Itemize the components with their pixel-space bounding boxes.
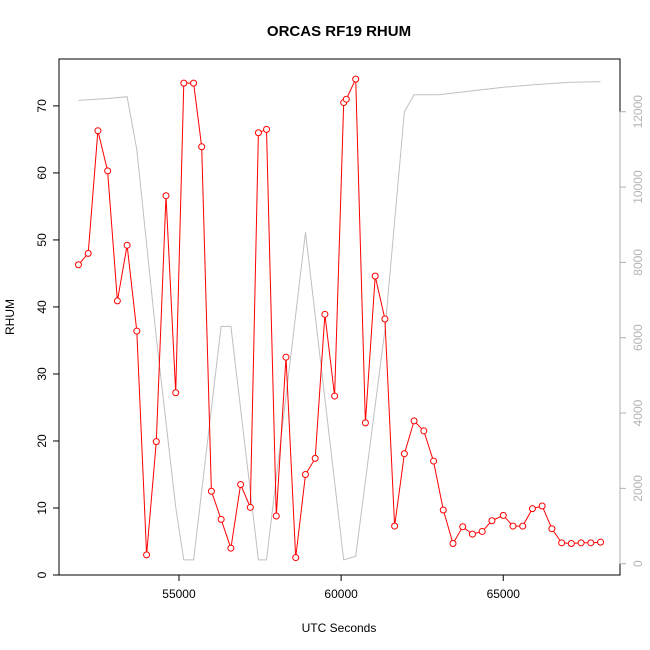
y2-tick-label: 2000 xyxy=(631,475,645,502)
x-tick-label: 65000 xyxy=(487,587,521,601)
y-axis-right: 0 2000 4000 6000 8000 10000 12000 xyxy=(619,95,645,567)
rhum-data-point xyxy=(597,538,605,546)
rhum-data-point xyxy=(207,487,215,495)
x-axis-label: UTC Seconds xyxy=(302,621,377,635)
rhum-data-point xyxy=(449,540,457,548)
rhum-data-point xyxy=(162,192,170,200)
rhum-data-point xyxy=(538,502,546,510)
rhum-data-point xyxy=(311,454,319,462)
rhum-data-point xyxy=(104,167,112,175)
rhum-data-point xyxy=(272,512,280,520)
rhum-data-point xyxy=(499,511,507,519)
rhum-data-point xyxy=(342,95,350,103)
altitude-series-line xyxy=(78,81,601,561)
rhum-data-point xyxy=(371,272,379,280)
rhum-data-point xyxy=(331,392,339,400)
y-tick-label: 40 xyxy=(35,300,49,314)
rhum-data-point xyxy=(152,438,160,446)
rhum-data-point xyxy=(321,310,329,318)
rhum-data-point xyxy=(548,525,556,533)
rhum-data-point xyxy=(198,143,206,151)
y-tick-label: 70 xyxy=(35,99,49,113)
y-tick-label: 60 xyxy=(35,166,49,180)
y-tick-label: 0 xyxy=(35,571,49,578)
series-layer xyxy=(74,75,605,562)
rhum-data-point xyxy=(263,125,271,133)
y-axis-label: RHUM xyxy=(3,299,17,335)
rhum-data-point xyxy=(172,389,180,397)
rhum-data-point xyxy=(528,505,536,513)
y2-tick-label: 4000 xyxy=(631,399,645,426)
y2-tick-label: 6000 xyxy=(631,324,645,351)
rhum-data-point xyxy=(488,517,496,525)
y2-tick-label: 0 xyxy=(631,560,645,567)
rhum-data-point xyxy=(84,249,92,257)
rhum-data-point xyxy=(180,79,188,87)
rhum-data-point xyxy=(400,450,408,458)
chart-title: ORCAS RF19 RHUM xyxy=(267,23,411,40)
rhum-data-point xyxy=(190,79,198,87)
rhum-data-point xyxy=(292,554,300,562)
rhum-data-point xyxy=(143,551,151,559)
rhum-series-line xyxy=(78,78,601,558)
rhum-data-point xyxy=(468,530,476,538)
rhum-data-point xyxy=(237,481,245,489)
rhum-data-point xyxy=(217,515,225,523)
rhum-data-point xyxy=(254,129,262,137)
rhum-data-point xyxy=(587,539,595,547)
rhum-data-point xyxy=(94,127,102,135)
rhum-data-point xyxy=(133,327,141,335)
rhum-data-point xyxy=(439,506,447,514)
rhum-data-point xyxy=(519,522,527,530)
y-tick-label: 30 xyxy=(35,367,49,381)
y2-tick-label: 8000 xyxy=(631,249,645,276)
plot-frame xyxy=(58,58,621,576)
rhum-data-point xyxy=(478,527,486,535)
rhum-data-point xyxy=(227,544,235,552)
rhum-data-point xyxy=(459,523,467,531)
rhum-data-point xyxy=(246,503,254,511)
rhum-data-point xyxy=(361,419,369,427)
rhum-data-point xyxy=(420,427,428,435)
x-tick-label: 60000 xyxy=(324,587,358,601)
rhum-data-point xyxy=(74,261,82,269)
rhum-data-point xyxy=(123,241,131,249)
rhum-data-point xyxy=(391,522,399,530)
x-tick-label: 55000 xyxy=(162,587,196,601)
rhum-data-point xyxy=(509,522,517,530)
rhum-data-point xyxy=(410,417,418,425)
rhum-data-point xyxy=(113,297,121,305)
rhum-data-point xyxy=(301,470,309,478)
rhum-data-point xyxy=(282,353,290,361)
x-axis: 55000 60000 65000 xyxy=(162,574,521,601)
rhum-data-point xyxy=(558,539,566,547)
y-tick-label: 50 xyxy=(35,233,49,247)
rhum-data-point xyxy=(567,540,575,548)
rhum-data-point xyxy=(577,539,585,547)
y-tick-label: 20 xyxy=(35,434,49,448)
rhum-data-point xyxy=(381,315,389,323)
rhum-data-point xyxy=(352,75,360,83)
y2-tick-label: 12000 xyxy=(631,95,645,129)
rhum-data-point xyxy=(430,457,438,465)
y2-tick-label: 10000 xyxy=(631,170,645,204)
y-tick-label: 10 xyxy=(35,501,49,515)
y-axis-left: 0 10 20 30 40 50 60 70 xyxy=(35,99,60,578)
